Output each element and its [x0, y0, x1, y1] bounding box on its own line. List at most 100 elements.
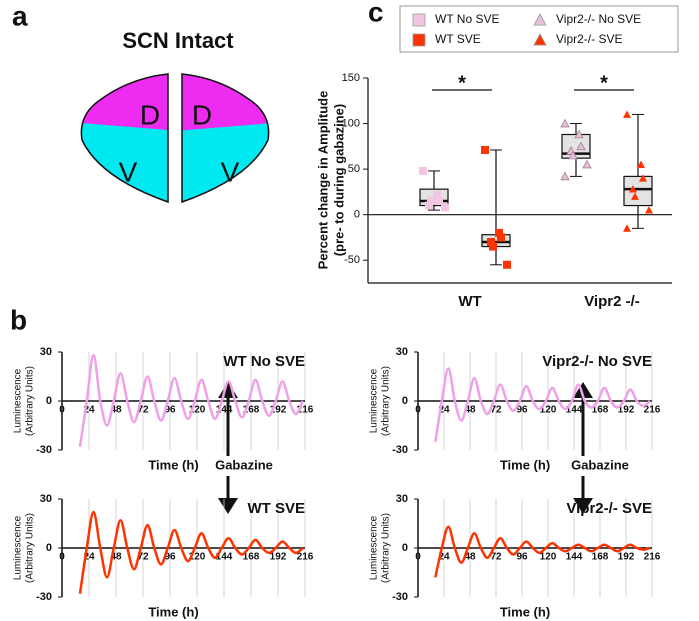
- x-tick-label: 216: [297, 405, 314, 416]
- arrow-head: [573, 498, 593, 514]
- y-tick-label: 30: [396, 346, 408, 358]
- x-tick-label: 0: [415, 405, 421, 416]
- x-tick-label: 72: [137, 552, 149, 563]
- dorsal-region: [81, 74, 168, 131]
- x-tick-label: 24: [83, 405, 95, 416]
- box: [623, 175, 653, 207]
- scn-outline: [181, 73, 270, 204]
- x-tick-label: 168: [243, 405, 260, 416]
- x-tick-label: 144: [216, 405, 233, 416]
- y-tick-label: 50: [348, 163, 360, 175]
- y-tick-label: -30: [392, 591, 408, 603]
- y-axis-label: Percent change in Amplitude: [315, 91, 330, 270]
- x-tick-label: 216: [644, 552, 661, 563]
- trace: [434, 367, 651, 443]
- annotation: Gabazine: [571, 457, 629, 472]
- x-tick-label: 168: [243, 552, 260, 563]
- data-point: [433, 190, 441, 199]
- x-tick-label: 0: [59, 552, 65, 563]
- y-tick-label: 100: [342, 117, 360, 129]
- annotation: Gabazine: [215, 457, 273, 472]
- data-point: [481, 145, 489, 154]
- y-tick-label: 0: [354, 209, 360, 221]
- x-tick-label: 96: [516, 552, 528, 563]
- trace: [78, 510, 304, 594]
- arrow-head: [218, 382, 238, 398]
- data-point: [560, 118, 570, 128]
- data-point: [629, 185, 637, 193]
- data-point: [637, 160, 645, 168]
- x-tick-label: 192: [270, 405, 287, 416]
- x-tick-label: 48: [110, 552, 122, 563]
- x-tick-label: WT: [458, 293, 481, 310]
- x-tick-label: 216: [297, 552, 314, 563]
- data-point: [582, 159, 592, 169]
- data-point: [560, 171, 570, 181]
- y-axis-label: (Arbitrary Units): [25, 366, 36, 436]
- x-tick-label: 48: [110, 405, 122, 416]
- region-label: D: [192, 99, 212, 130]
- x-axis-label: Time (h): [500, 457, 550, 472]
- legend-marker: [412, 33, 426, 47]
- data-point: [425, 201, 433, 210]
- legend-marker: [533, 13, 547, 26]
- legend-label: WT No SVE: [435, 12, 499, 26]
- x-tick-label: 48: [464, 552, 476, 563]
- y-tick-label: 30: [40, 493, 52, 505]
- x-tick-label: Vipr2 -/-: [584, 293, 640, 310]
- x-tick-label: 96: [164, 405, 176, 416]
- y-axis-label: Luminescence: [369, 515, 380, 580]
- y-axis-label: (Arbitrary Units): [381, 366, 392, 436]
- x-tick-label: 96: [516, 405, 528, 416]
- data-point: [489, 242, 497, 251]
- x-tick-label: 216: [644, 405, 661, 416]
- region-label: V: [119, 156, 138, 187]
- y-tick-label: 0: [46, 395, 52, 407]
- panel-label: b: [10, 304, 27, 335]
- x-tick-label: 168: [592, 405, 609, 416]
- x-tick-label: 120: [540, 552, 557, 563]
- chart-title: Vipr2-/- SVE: [566, 500, 652, 517]
- diagram-title: SCN Intact: [122, 28, 234, 53]
- y-tick-label: 0: [402, 395, 408, 407]
- y-axis-label: (pre- to during gabazine): [331, 104, 346, 256]
- x-tick-label: 168: [592, 552, 609, 563]
- data-point: [435, 197, 443, 205]
- x-tick-label: 72: [490, 552, 502, 563]
- x-tick-label: 96: [164, 552, 176, 563]
- chart-title: Vipr2-/- No SVE: [542, 353, 652, 370]
- legend-label: Vipr2-/- No SVE: [556, 12, 641, 26]
- arrow-head: [573, 382, 593, 398]
- x-tick-label: 192: [270, 552, 287, 563]
- x-tick-label: 144: [216, 552, 233, 563]
- data-point: [419, 166, 427, 175]
- x-tick-label: 72: [490, 405, 502, 416]
- arrow-head: [218, 498, 238, 514]
- data-point: [441, 203, 449, 212]
- x-axis-label: Time (h): [500, 604, 550, 619]
- panel-label: a: [12, 0, 28, 31]
- legend-marker: [533, 33, 547, 46]
- region-label: D: [140, 99, 160, 130]
- y-axis-label: (Arbitrary Units): [25, 513, 36, 583]
- y-tick-label: 0: [46, 542, 52, 554]
- y-tick-label: -30: [36, 591, 52, 603]
- x-tick-label: 144: [566, 405, 583, 416]
- x-tick-label: 120: [540, 405, 557, 416]
- data-point: [645, 206, 653, 214]
- y-axis-label: Luminescence: [369, 368, 380, 433]
- y-tick-label: -30: [36, 444, 52, 456]
- legend-marker: [412, 13, 426, 27]
- x-tick-label: 144: [566, 552, 583, 563]
- chart-title: WT SVE: [247, 500, 305, 517]
- scn-outline: [80, 73, 169, 204]
- x-tick-label: 120: [189, 405, 206, 416]
- y-tick-label: 0: [402, 542, 408, 554]
- y-tick-label: 150: [342, 72, 360, 84]
- significance-label: *: [600, 72, 608, 94]
- x-tick-label: 120: [189, 552, 206, 563]
- y-tick-label: 30: [396, 493, 408, 505]
- x-tick-label: 24: [438, 405, 450, 416]
- legend-label: Vipr2-/- SVE: [556, 32, 622, 46]
